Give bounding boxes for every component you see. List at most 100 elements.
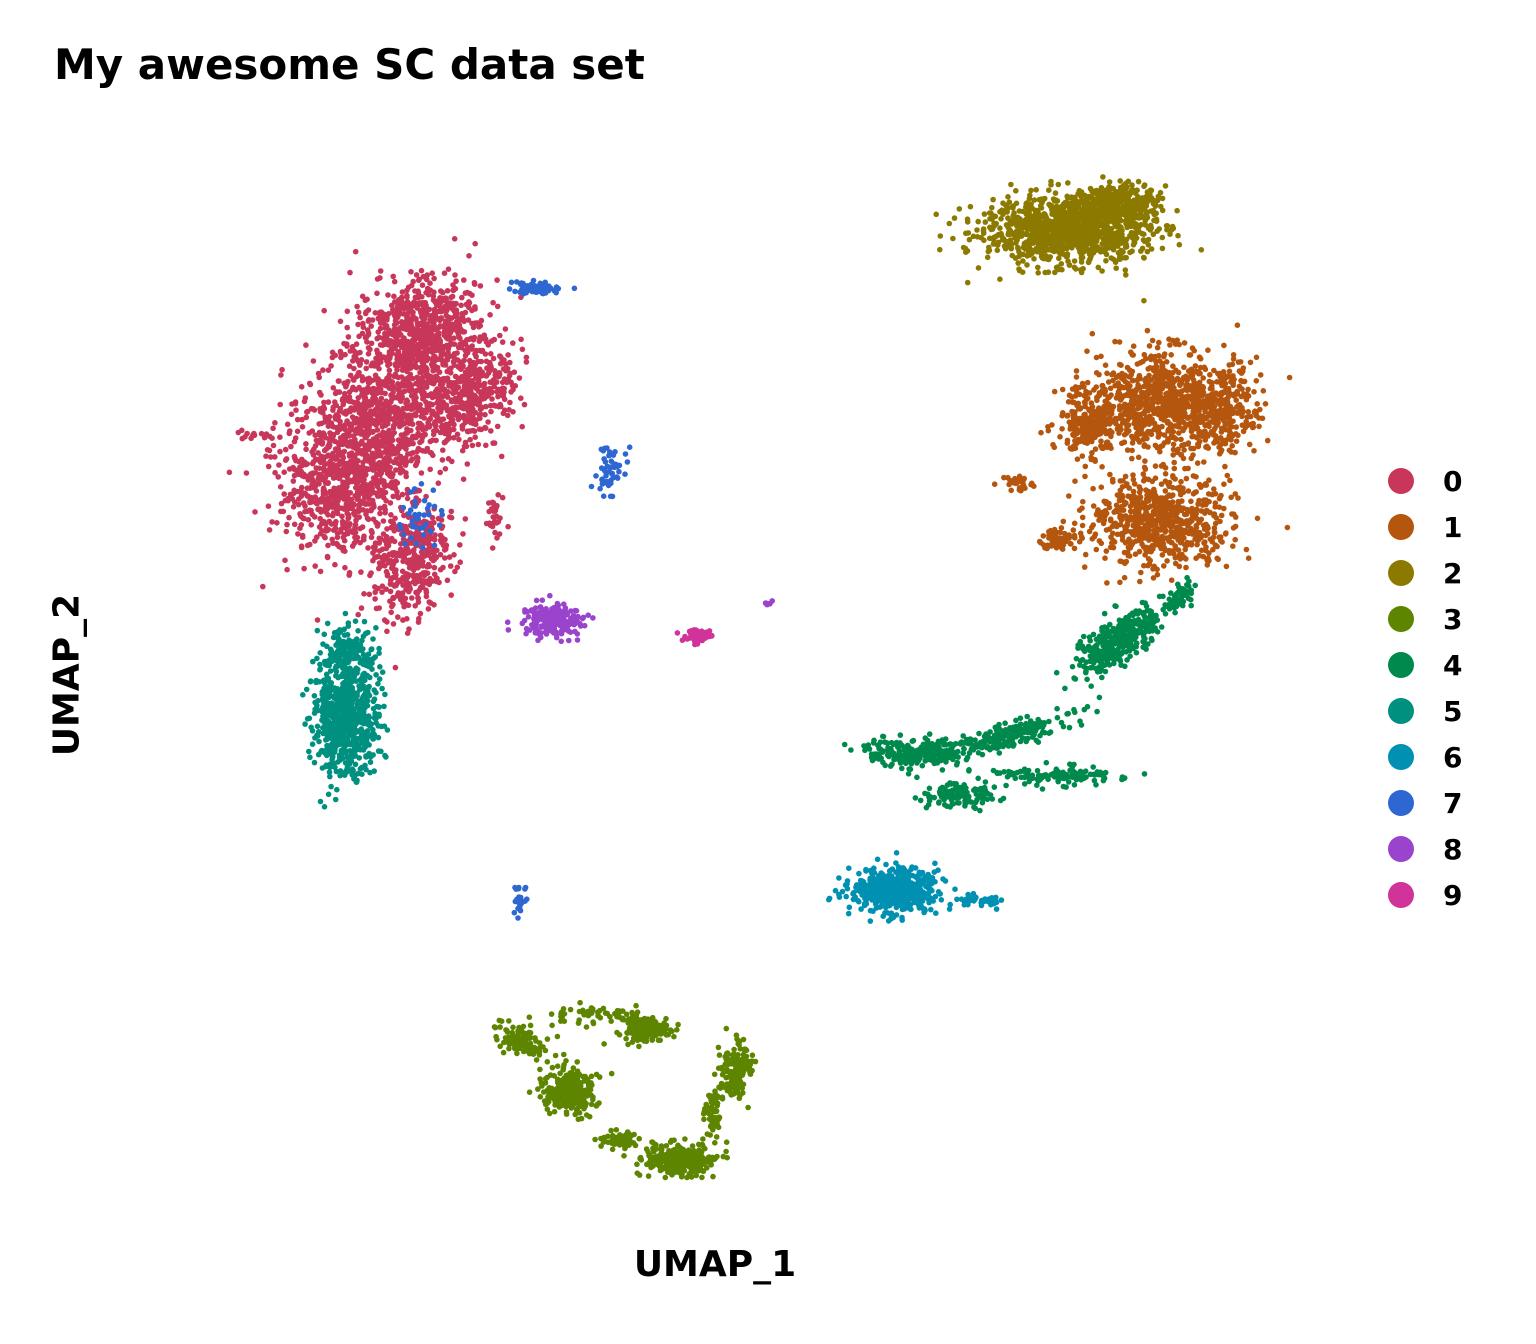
- point-cluster-1: [1204, 421, 1211, 427]
- point-cluster-1: [1211, 408, 1218, 415]
- point-cluster-0: [406, 564, 413, 571]
- point-cluster-0: [368, 323, 375, 329]
- point-cluster-0: [397, 310, 403, 317]
- point-cluster-1: [1172, 554, 1179, 561]
- point-cluster-0: [310, 452, 317, 458]
- point-cluster-0: [403, 400, 409, 407]
- point-cluster-0: [319, 495, 326, 501]
- point-cluster-1: [1178, 478, 1184, 485]
- point-cluster-0: [383, 323, 390, 329]
- point-cluster-0: [476, 426, 483, 432]
- point-cluster-0: [278, 500, 285, 507]
- point-cluster-0: [355, 395, 362, 401]
- point-cluster-1: [1206, 558, 1212, 564]
- point-cluster-0: [325, 480, 331, 487]
- point-cluster-0: [390, 493, 397, 500]
- point-cluster-0: [430, 354, 437, 361]
- point-cluster-1: [1241, 378, 1248, 385]
- point-cluster-1: [1130, 343, 1137, 350]
- point-cluster-1: [1169, 539, 1175, 546]
- point-cluster-1: [1116, 494, 1123, 500]
- point-cluster-0: [469, 320, 475, 327]
- point-cluster-1: [1143, 403, 1149, 410]
- point-cluster-0: [281, 491, 288, 497]
- point-cluster-0: [477, 406, 484, 413]
- point-cluster-0: [350, 376, 357, 382]
- point-cluster-0: [420, 359, 427, 366]
- point-cluster-1: [1230, 392, 1236, 399]
- point-cluster-1: [1160, 507, 1166, 513]
- point-cluster-0: [387, 473, 393, 479]
- point-cluster-1: [1254, 401, 1260, 407]
- point-cluster-1: [1195, 501, 1201, 507]
- point-cluster-0: [442, 466, 449, 472]
- point-cluster-0: [409, 595, 415, 601]
- point-cluster-0: [360, 387, 367, 393]
- point-cluster-0: [394, 320, 400, 326]
- point-cluster-0: [352, 529, 359, 536]
- point-cluster-1: [1133, 538, 1139, 544]
- point-cluster-0: [437, 429, 444, 436]
- point-cluster-1: [1142, 466, 1149, 472]
- chart-title: My awesome SC data set: [54, 40, 645, 89]
- point-cluster-0: [441, 332, 448, 339]
- point-cluster-0: [365, 516, 372, 523]
- point-cluster-0: [386, 378, 393, 385]
- point-cluster-1: [1229, 410, 1236, 417]
- point-cluster-0: [450, 282, 456, 288]
- point-cluster-0: [372, 589, 379, 596]
- point-cluster-0: [439, 305, 445, 311]
- point-cluster-1: [1187, 374, 1194, 380]
- point-cluster-1: [1190, 491, 1197, 497]
- point-cluster-1: [1179, 388, 1185, 394]
- point-cluster-0: [390, 273, 397, 280]
- point-cluster-0: [377, 505, 383, 512]
- point-cluster-0: [422, 321, 428, 328]
- point-cluster-0: [362, 396, 369, 402]
- point-cluster-0: [258, 430, 265, 437]
- point-cluster-1: [1051, 388, 1058, 395]
- point-cluster-0: [299, 473, 306, 479]
- point-cluster-1: [1178, 436, 1184, 443]
- point-cluster-1: [1163, 521, 1170, 528]
- point-cluster-0: [365, 545, 371, 551]
- point-cluster-1: [1079, 514, 1086, 521]
- point-cluster-1: [1076, 384, 1083, 391]
- point-cluster-0: [451, 335, 457, 342]
- point-cluster-1: [1196, 370, 1202, 377]
- point-cluster-0: [426, 422, 433, 429]
- point-cluster-0: [328, 363, 334, 369]
- point-cluster-0: [458, 302, 464, 309]
- point-cluster-1: [1284, 524, 1291, 531]
- point-cluster-1: [1246, 441, 1253, 448]
- point-cluster-1: [1216, 415, 1223, 422]
- point-cluster-1: [1124, 523, 1130, 529]
- point-cluster-1: [1260, 388, 1267, 394]
- point-cluster-1: [1236, 383, 1243, 390]
- point-cluster-0: [403, 445, 409, 452]
- point-cluster-1: [1067, 445, 1074, 451]
- point-cluster-1: [1226, 362, 1232, 368]
- point-cluster-1: [1170, 441, 1177, 448]
- point-cluster-1: [1069, 420, 1076, 426]
- point-cluster-0: [510, 340, 516, 346]
- point-cluster-0: [465, 317, 472, 323]
- point-cluster-0: [446, 366, 453, 372]
- point-cluster-1: [1168, 352, 1174, 358]
- point-cluster-0: [339, 518, 346, 525]
- point-cluster-0: [372, 544, 378, 550]
- point-cluster-0: [411, 551, 418, 558]
- point-cluster-1: [1168, 503, 1174, 509]
- point-cluster-1: [1155, 434, 1162, 440]
- point-cluster-0: [442, 320, 449, 327]
- point-cluster-0: [496, 371, 503, 378]
- point-cluster-0: [387, 577, 394, 583]
- point-cluster-1: [1085, 427, 1092, 433]
- point-cluster-0: [226, 469, 233, 476]
- point-cluster-1: [1218, 390, 1225, 396]
- point-cluster-1: [1230, 418, 1236, 425]
- point-cluster-0: [325, 367, 332, 374]
- point-cluster-0: [369, 399, 376, 406]
- point-cluster-0: [468, 362, 474, 369]
- point-cluster-1: [1143, 375, 1149, 382]
